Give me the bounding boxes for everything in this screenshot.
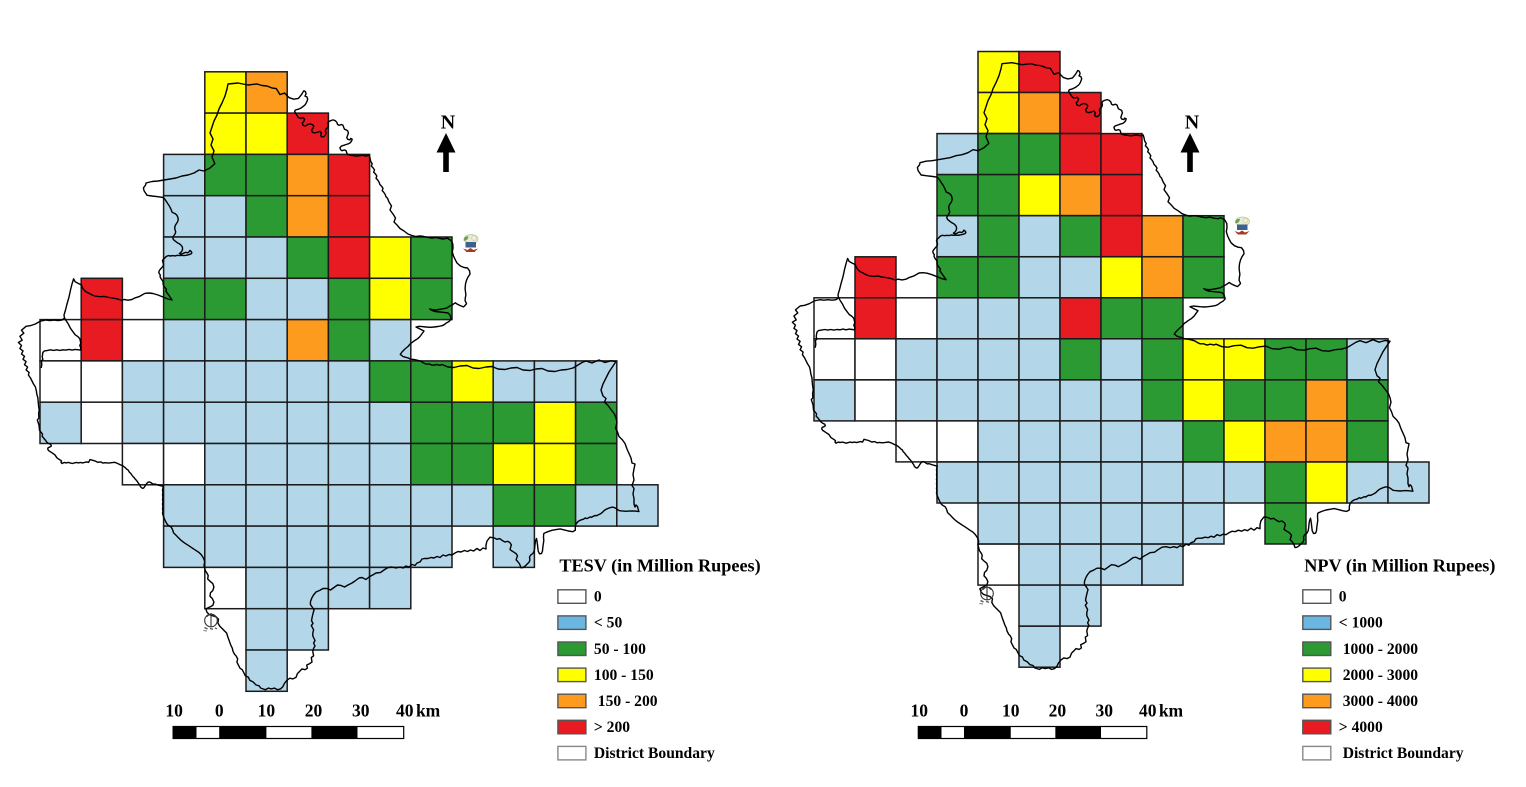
svg-text:10: 10 — [258, 701, 276, 721]
svg-text:20: 20 — [305, 701, 323, 721]
svg-text:0: 0 — [215, 701, 224, 721]
svg-text:3000 - 4000: 3000 - 4000 — [1339, 693, 1418, 710]
svg-text:30: 30 — [352, 701, 370, 721]
svg-text:km: km — [416, 701, 441, 721]
svg-text:1000 - 2000: 1000 - 2000 — [1339, 641, 1418, 658]
svg-text:TESV (in Million Rupees): TESV (in Million Rupees) — [559, 556, 760, 577]
svg-text:N: N — [1185, 112, 1200, 134]
svg-text:District Boundary: District Boundary — [594, 745, 715, 762]
svg-text:150 - 200: 150 - 200 — [594, 693, 658, 710]
svg-text:20: 20 — [1049, 701, 1067, 721]
svg-text:40: 40 — [396, 701, 414, 721]
svg-text:10: 10 — [1002, 701, 1020, 721]
svg-text:2000 - 3000: 2000 - 3000 — [1339, 667, 1418, 684]
svg-text:0: 0 — [594, 589, 602, 606]
svg-text:100 - 150: 100 - 150 — [594, 667, 654, 684]
svg-text:km: km — [1159, 701, 1184, 721]
svg-text:> 200: > 200 — [594, 719, 630, 736]
svg-text:District Boundary: District Boundary — [1339, 745, 1464, 762]
svg-text:50 - 100: 50 - 100 — [594, 641, 646, 658]
svg-text:40: 40 — [1139, 701, 1157, 721]
svg-text:0: 0 — [1339, 589, 1347, 606]
svg-text:30: 30 — [1095, 701, 1113, 721]
svg-text:NPV (in Million Rupees): NPV (in Million Rupees) — [1304, 556, 1495, 577]
svg-text:< 1000: < 1000 — [1339, 615, 1383, 632]
svg-text:10: 10 — [911, 701, 929, 721]
svg-text:10: 10 — [165, 701, 183, 721]
svg-text:0: 0 — [960, 701, 969, 721]
svg-text:> 4000: > 4000 — [1339, 719, 1383, 736]
svg-text:< 50: < 50 — [594, 615, 623, 632]
svg-text:N: N — [441, 112, 456, 134]
